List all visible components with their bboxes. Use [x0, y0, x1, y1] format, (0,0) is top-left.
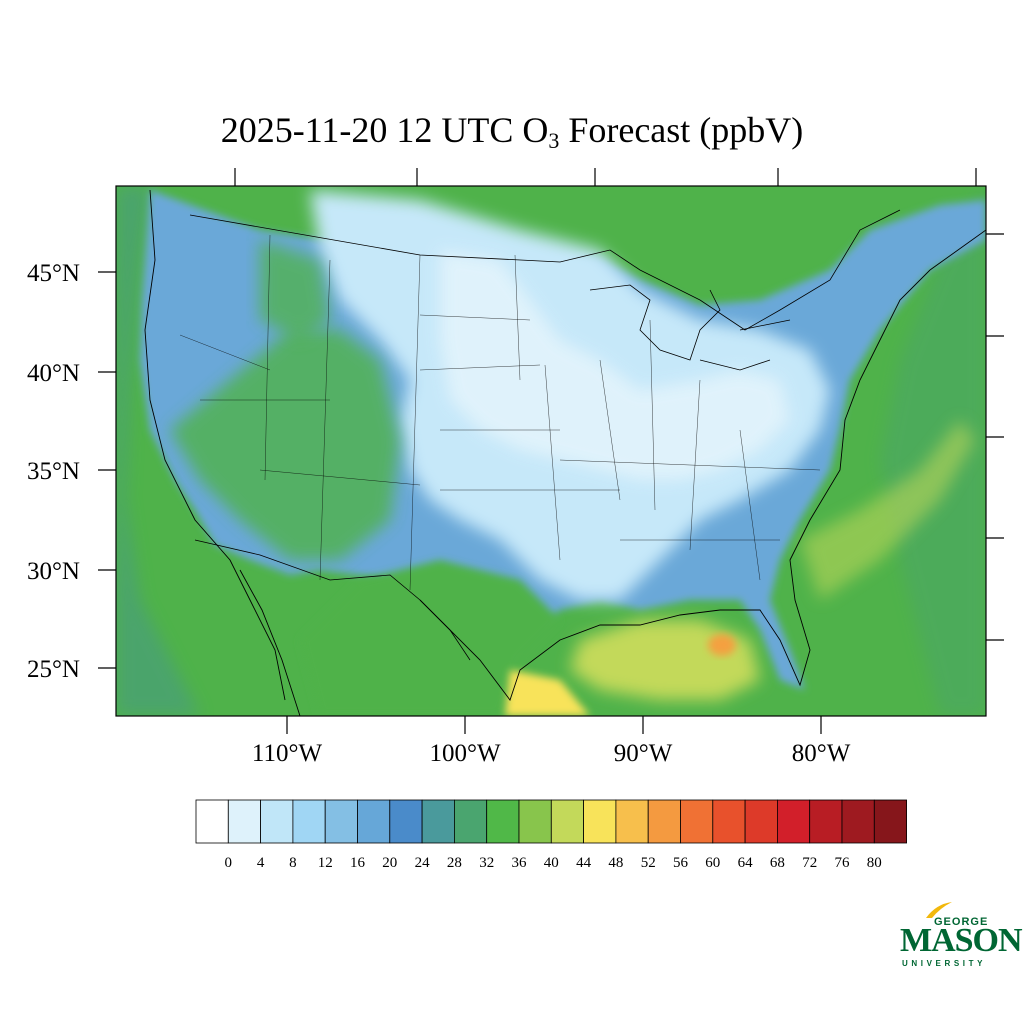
colorbar-label: 72 — [802, 855, 817, 871]
colorbar-label: 56 — [673, 855, 689, 871]
colorbar-label: 76 — [835, 855, 851, 871]
colorbar-label: 12 — [318, 855, 333, 871]
colorbar-swatch — [324, 799, 358, 844]
colorbar-label: 20 — [382, 855, 397, 871]
colorbar-swatch — [615, 799, 649, 844]
colorbar-swatch — [486, 799, 520, 844]
colorbar-swatch — [647, 799, 681, 844]
mexico-green — [300, 560, 560, 716]
mexico-border — [194, 539, 471, 661]
colorbar-label: 8 — [289, 855, 297, 871]
colorbar-label: 68 — [770, 855, 785, 871]
colorbar-swatch — [809, 799, 843, 844]
lon-labels: 110°W 100°W 90°W 80°W — [252, 740, 851, 767]
colorbar-label: 16 — [350, 855, 366, 871]
colorbar-swatch — [518, 799, 552, 844]
colorbar-label: 44 — [576, 855, 592, 871]
colorbar-swatch — [453, 799, 488, 844]
lat-label: 30°N — [27, 558, 80, 585]
lon-label: 100°W — [429, 740, 500, 767]
logo-george: GEORGE — [934, 916, 989, 928]
rockies-green — [260, 240, 330, 340]
colorbar-label: 36 — [512, 855, 528, 871]
colorbar-swatch — [583, 799, 617, 844]
coastline — [144, 189, 986, 716]
colorbar-swatch — [389, 799, 423, 844]
colorbar-label: 28 — [447, 855, 462, 871]
lat-labels: 45°N 40°N 35°N 30°N 25°N — [27, 260, 80, 683]
page-title: 2025-11-20 12 UTC O3 Forecast (ppbV) — [220, 110, 804, 153]
map-frame — [115, 185, 987, 717]
lon-label: 90°W — [614, 740, 673, 767]
logo-mason: MASON — [900, 922, 1023, 959]
lat-label: 25°N — [27, 656, 80, 683]
colorbar-label: 52 — [641, 855, 656, 871]
atlantic-band — [880, 186, 986, 716]
gulf-coast-yellow — [505, 670, 590, 716]
colorbar-label: 4 — [257, 855, 265, 871]
lat-label: 45°N — [27, 260, 80, 287]
colorbar-swatch — [777, 799, 811, 844]
colorbar-swatch — [680, 799, 714, 844]
colorbar-swatch — [357, 799, 391, 844]
lat-label: 40°N — [27, 360, 80, 387]
canada-border — [189, 209, 901, 331]
colorbar-swatch — [260, 799, 294, 844]
colorbar-swatch — [873, 799, 907, 844]
colorbar-swatch — [195, 799, 229, 844]
colorbar-swatch — [550, 799, 584, 844]
colorbar-swatch — [744, 799, 778, 844]
great-lakes — [589, 284, 791, 371]
colorbar-swatch — [292, 799, 326, 844]
gmu-logo: GEORGE MASON UNIVERSITY — [896, 898, 1023, 970]
colorbar-label: 32 — [479, 855, 494, 871]
colorbar-swatch — [421, 799, 455, 844]
colorbar-label: 40 — [544, 855, 559, 871]
lon-label: 110°W — [252, 740, 323, 767]
pacific-band — [116, 186, 200, 716]
lon-ticks-top — [234, 168, 977, 186]
ozone-field — [116, 186, 986, 716]
lon-ticks-bottom — [286, 716, 822, 734]
state-borders — [179, 234, 821, 591]
land-white-region — [440, 250, 790, 480]
colorbar-label: 80 — [867, 855, 882, 871]
colorbar-swatch — [841, 799, 875, 844]
colorbar-label: 48 — [608, 855, 623, 871]
colorbar-label: 24 — [415, 855, 431, 871]
logo-swoosh-icon — [926, 902, 952, 918]
atlantic-yellow — [800, 420, 975, 600]
lat-ticks-right — [986, 233, 1004, 641]
colorbar-swatch — [227, 799, 262, 844]
colorbar: 0 4 8 12 16 20 24 28 32 36 40 44 48 52 56 60 64 68 72 76 80 — [195, 799, 907, 871]
logo-university: UNIVERSITY — [902, 959, 987, 968]
lat-label: 35°N — [27, 458, 80, 485]
lon-label: 80°W — [792, 740, 851, 767]
gulf-hotspot — [708, 634, 736, 656]
lat-ticks-left — [98, 271, 116, 669]
colorbar-label: 64 — [738, 855, 754, 871]
colorbar-label: 0 — [225, 855, 233, 871]
colorbar-label: 60 — [705, 855, 720, 871]
western-green — [170, 330, 400, 560]
colorbar-swatch — [712, 799, 746, 844]
